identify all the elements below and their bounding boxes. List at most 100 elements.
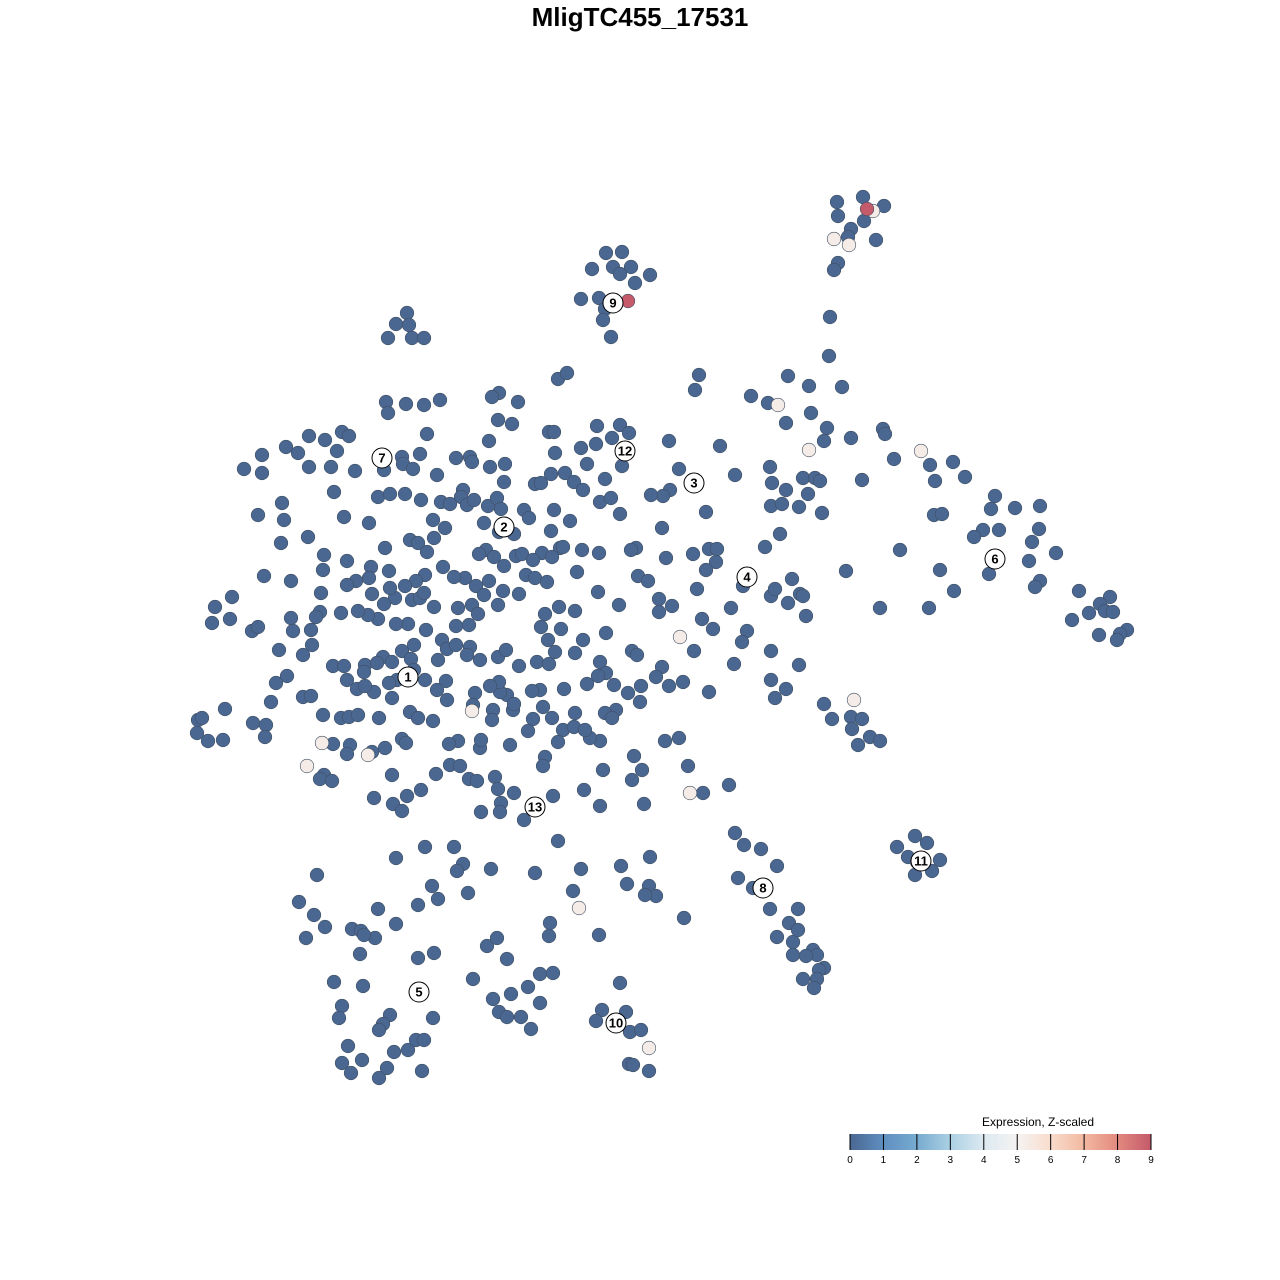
data-point (620, 685, 636, 701)
data-point (397, 486, 413, 502)
data-point (308, 609, 324, 625)
data-point (331, 1010, 347, 1026)
data-point (254, 447, 270, 463)
data-point (573, 440, 589, 456)
data-point (1048, 545, 1064, 561)
data-point (400, 616, 416, 632)
data-point (412, 446, 428, 462)
data-point (682, 785, 698, 801)
data-point (334, 998, 350, 1014)
data-point (826, 231, 842, 247)
data-point (672, 629, 688, 645)
data-point (306, 907, 322, 923)
data-point (592, 654, 608, 670)
cluster-label-badge (614, 440, 636, 462)
data-point (400, 1042, 416, 1058)
data-point (424, 878, 440, 894)
data-point (637, 887, 653, 903)
data-point (588, 1013, 604, 1029)
data-point (379, 1060, 395, 1076)
data-point (623, 542, 639, 558)
data-point (360, 747, 376, 763)
data-point (410, 950, 426, 966)
data-point (634, 762, 650, 778)
data-point (730, 870, 746, 886)
data-point (371, 1022, 387, 1038)
data-point (822, 309, 838, 325)
data-point (579, 456, 595, 472)
data-point (343, 1065, 359, 1081)
data-point (414, 1063, 430, 1079)
data-point (550, 734, 566, 750)
data-point (473, 732, 489, 748)
data-point (565, 883, 581, 899)
data-point (770, 397, 786, 413)
data-point (698, 562, 714, 578)
data-point (410, 535, 426, 551)
data-point (315, 707, 331, 723)
data-point (369, 655, 385, 671)
data-point (763, 672, 779, 688)
data-point (416, 397, 432, 413)
data-point (854, 472, 870, 488)
data-point (627, 275, 643, 291)
data-point (689, 581, 705, 597)
data-point (398, 735, 414, 751)
cluster-label-badge (752, 877, 774, 899)
data-point (299, 758, 315, 774)
data-point (685, 546, 701, 562)
data-point (780, 368, 796, 384)
colorbar-tick-label: 7 (1081, 1155, 1087, 1166)
data-point (545, 788, 561, 804)
data-point (829, 194, 845, 210)
data-point (323, 459, 339, 475)
data-point (643, 487, 659, 503)
data-point (377, 740, 393, 756)
data-point (486, 549, 502, 565)
data-point (535, 758, 551, 774)
data-point (334, 1055, 350, 1071)
data-point (624, 772, 640, 788)
data-point (352, 946, 368, 962)
data-point (626, 748, 642, 764)
data-point (258, 717, 274, 733)
data-point (795, 470, 811, 486)
data-point (913, 443, 929, 459)
cluster-label-10: 10 (605, 1012, 627, 1034)
colorbar-tick-label: 9 (1148, 1155, 1154, 1166)
data-point (370, 489, 386, 505)
data-point (795, 971, 811, 987)
data-point (966, 529, 982, 545)
data-point (946, 583, 962, 599)
data-point (604, 710, 620, 726)
data-point (382, 486, 398, 502)
data-point (520, 979, 536, 995)
data-point (712, 438, 728, 454)
data-point (510, 394, 526, 410)
data-point (468, 578, 484, 594)
data-point (339, 553, 355, 569)
data-point (541, 656, 557, 672)
data-point (764, 475, 780, 491)
data-point (461, 617, 477, 633)
data-point (511, 586, 527, 602)
data-point (364, 586, 380, 602)
data-point (816, 696, 832, 712)
data-point (661, 433, 677, 449)
data-point (503, 986, 519, 1002)
data-point (417, 672, 433, 688)
data-point (397, 578, 413, 594)
data-point (591, 545, 607, 561)
data-point (339, 746, 355, 762)
cluster-label-6: 6 (984, 548, 1006, 570)
data-point (416, 330, 432, 346)
data-point (417, 839, 433, 855)
data-point (547, 445, 563, 461)
data-point (671, 730, 687, 746)
data-point (651, 591, 667, 607)
data-point (459, 647, 475, 663)
cluster-label-badge (493, 516, 515, 538)
data-point (803, 405, 819, 421)
data-point (676, 910, 692, 926)
